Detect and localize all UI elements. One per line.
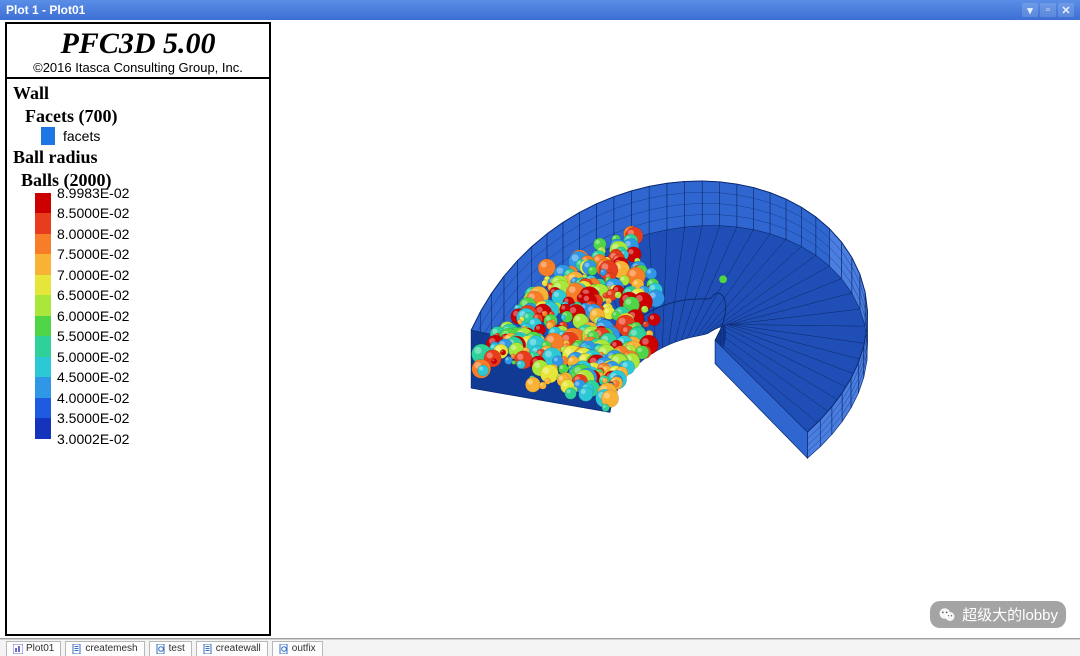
tab-plot01[interactable]: Plot01 [6,641,61,656]
tab-label: test [169,643,185,654]
legend-panel: PFC3D 5.00 ©2016 Itasca Consulting Group… [5,22,271,636]
colorbar-cell [35,234,51,255]
colorbar-label: 8.0000E-02 [57,224,129,245]
colorbar-label: 8.9983E-02 [57,183,129,204]
colorbar-cell [35,254,51,275]
colorbar-cell [35,377,51,398]
colorbar-label: 8.5000E-02 [57,203,129,224]
tab-createwall[interactable]: createwall [196,641,268,656]
colorbar-cell [35,398,51,419]
content-area: PFC3D 5.00 ©2016 Itasca Consulting Group… [0,20,1080,639]
window-title: Plot 1 - Plot01 [6,3,85,17]
colorbar-label: 3.0002E-02 [57,429,129,450]
colorbar-label: 6.5000E-02 [57,285,129,306]
tab-label: outfix [292,643,316,654]
colorbar-cell [35,316,51,337]
colorbar-cell [35,357,51,378]
app-title: PFC3D 5.00 [13,28,263,60]
ball-radius-heading: Ball radius [13,147,263,168]
colorbar-cell [35,295,51,316]
colorbar [35,193,51,439]
wechat-icon [938,606,956,624]
colorbar-label: 4.0000E-02 [57,388,129,409]
tab-label: createmesh [85,643,137,654]
colorbar-cell [35,213,51,234]
watermark: 超级大的lobby [930,601,1066,628]
facets-heading: Facets (700) [25,106,263,127]
colorbar-label: 7.5000E-02 [57,244,129,265]
colorbar-label: 6.0000E-02 [57,306,129,327]
titlebar[interactable]: Plot 1 - Plot01 ▾ ▫ ✕ [0,0,1080,20]
facets-legend-row: facets [41,127,263,145]
colorbar-label: 3.5000E-02 [57,408,129,429]
colorbar-cell [35,336,51,357]
colorbar-cell [35,275,51,296]
legend-divider [7,77,269,79]
tab-bar: Plot01 createmesh test createwall outfix [0,639,1080,656]
colorbar-label: 5.0000E-02 [57,347,129,368]
colorbar-label: 5.5000E-02 [57,326,129,347]
facets-swatch [41,127,55,145]
plot-canvas [273,20,1073,636]
close-button[interactable]: ✕ [1058,3,1074,17]
tab-label: createwall [216,643,261,654]
tab-label: Plot01 [26,643,54,654]
tab-outfix[interactable]: outfix [272,641,323,656]
tab-createmesh[interactable]: createmesh [65,641,144,656]
colorbar-label: 7.0000E-02 [57,265,129,286]
tab-test[interactable]: test [149,641,192,656]
facets-label: facets [63,128,100,144]
maximize-button[interactable]: ▫ [1040,3,1056,17]
colorbar-label: 4.5000E-02 [57,367,129,388]
watermark-text: 超级大的lobby [962,604,1058,625]
copyright-text: ©2016 Itasca Consulting Group, Inc. [13,60,263,75]
colorbar-cell [35,193,51,214]
minimize-button[interactable]: ▾ [1022,3,1038,17]
plot-viewport[interactable] [273,20,1080,638]
colorbar-block: 8.9983E-028.5000E-028.0000E-027.5000E-02… [35,193,263,450]
colorbar-labels: 8.9983E-028.5000E-028.0000E-027.5000E-02… [57,183,129,450]
wall-heading: Wall [13,83,263,104]
colorbar-cell [35,418,51,439]
